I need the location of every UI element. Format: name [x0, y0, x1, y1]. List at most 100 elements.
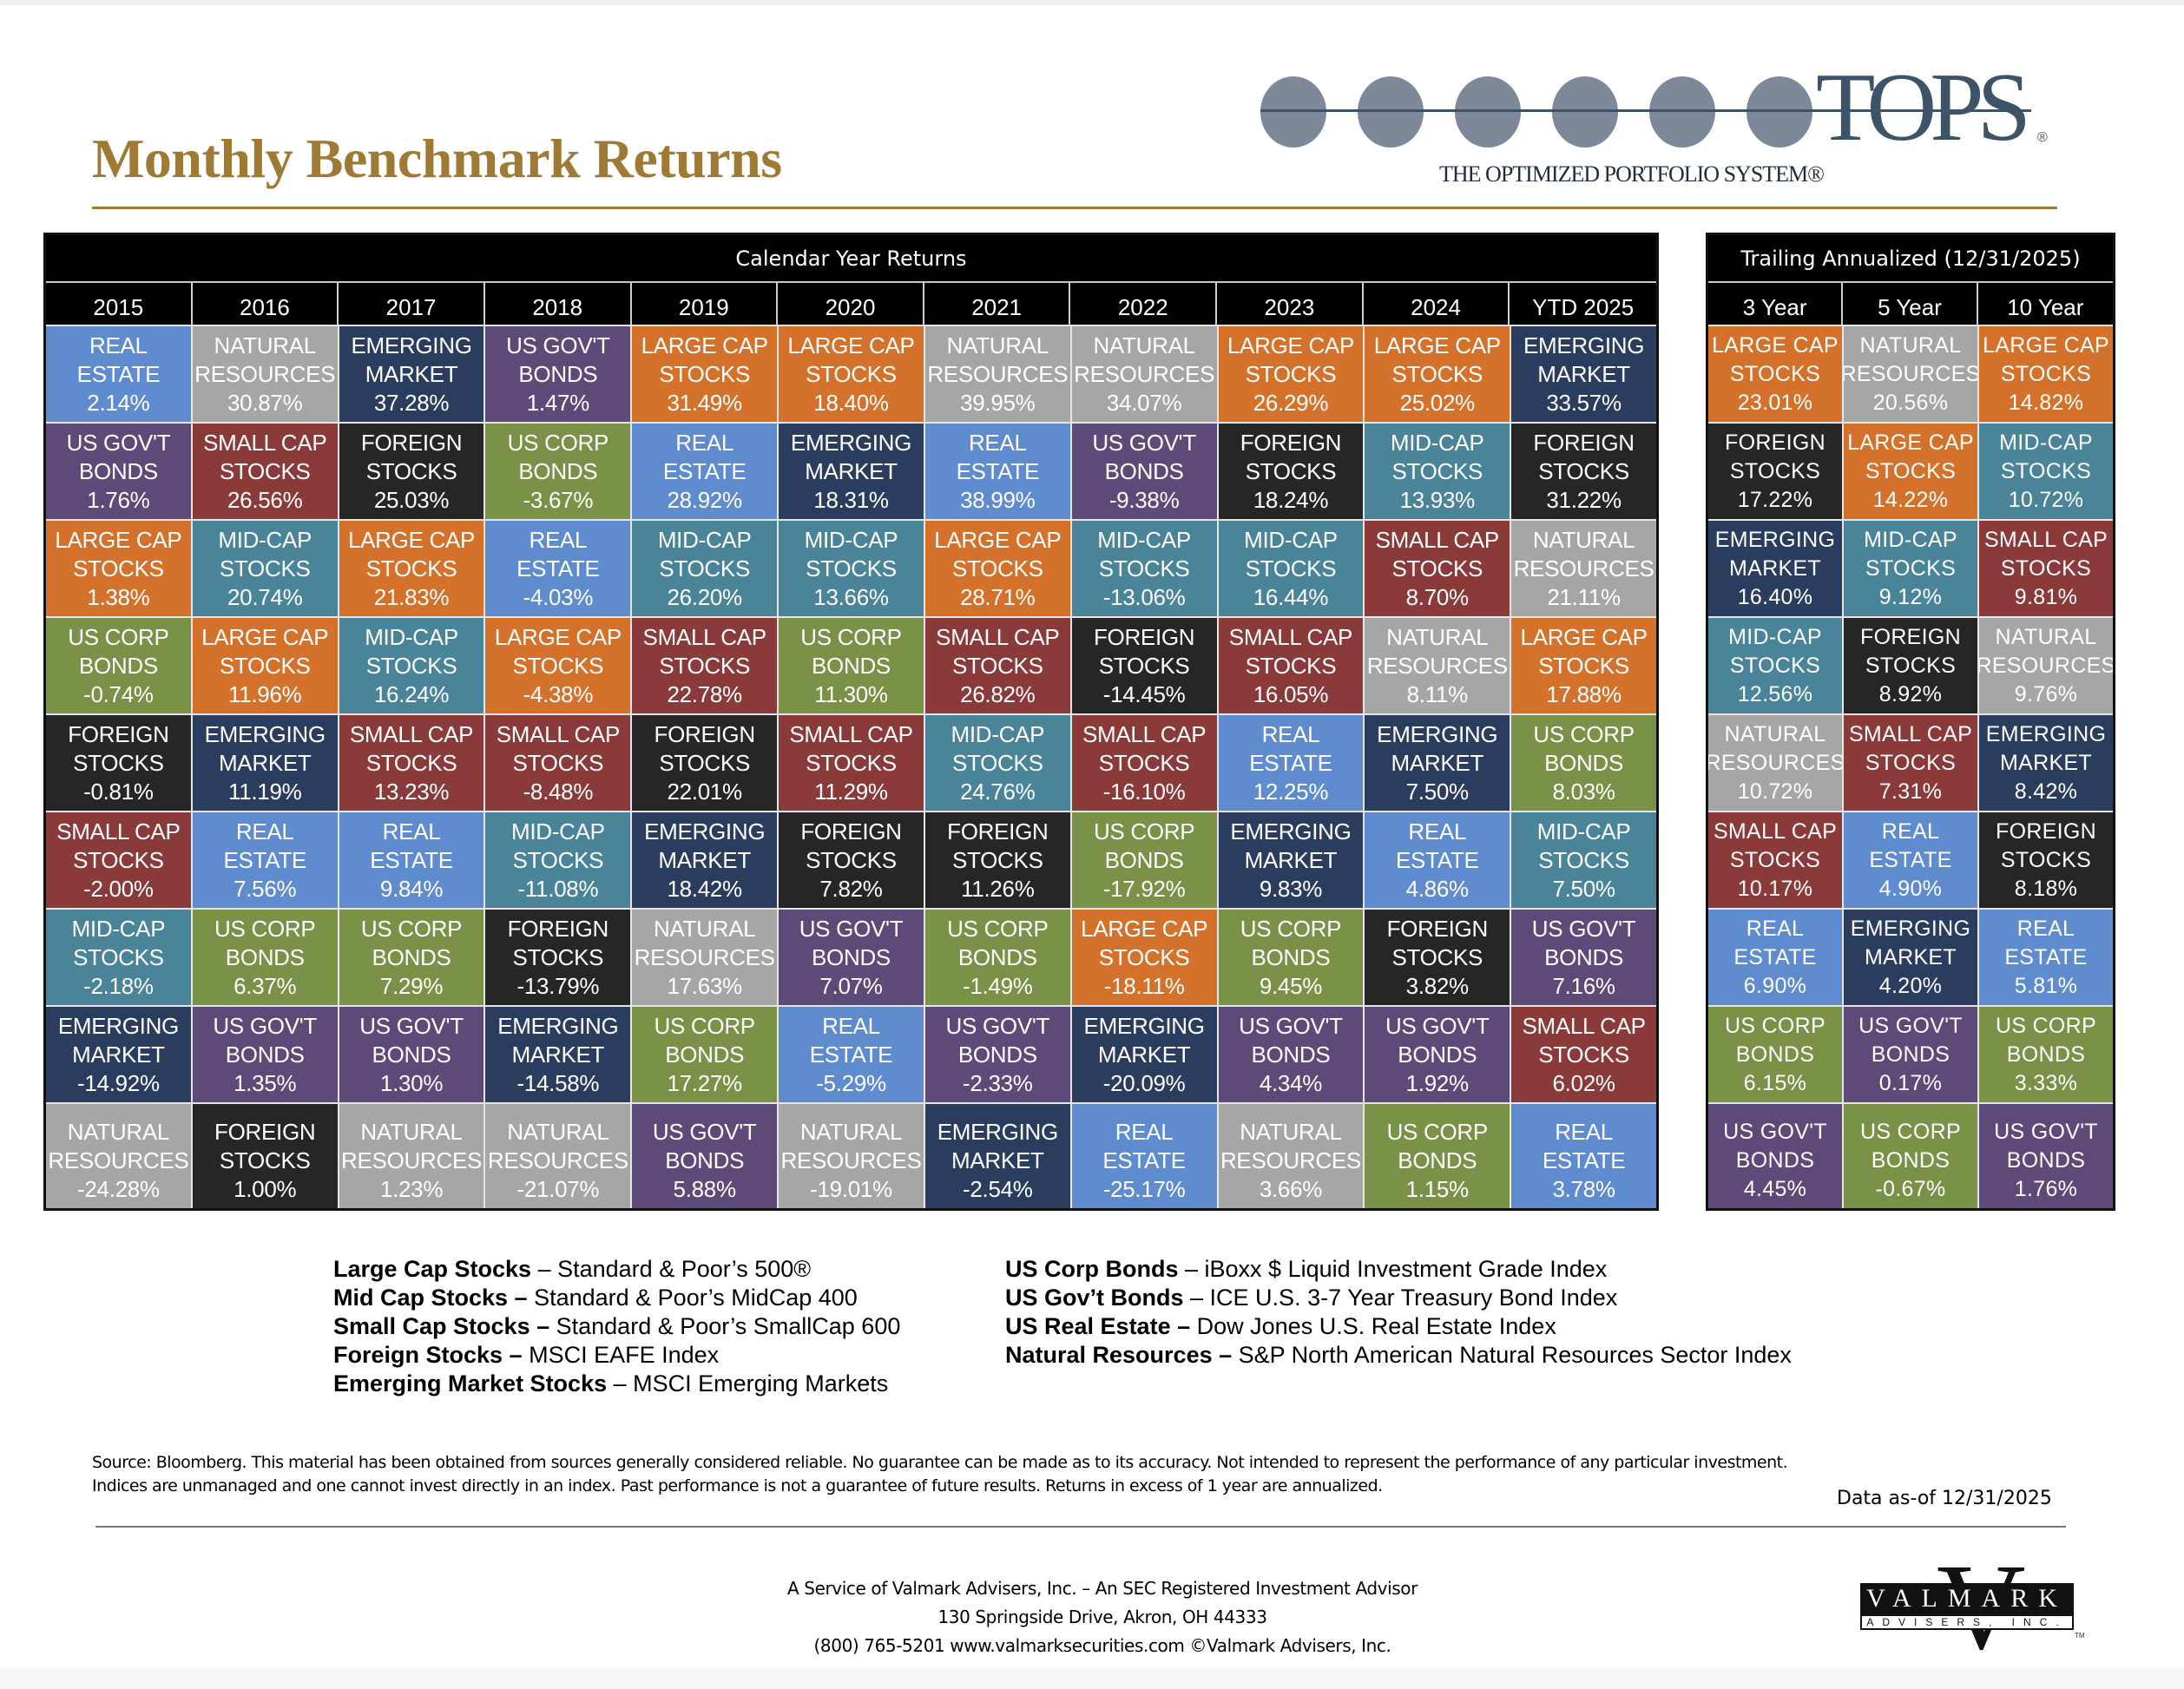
asset-label: REAL [1746, 916, 1805, 941]
return-value: 39.95% [960, 389, 1036, 416]
asset-label: US CORP [800, 623, 902, 650]
asset-label: FOREIGN [507, 915, 609, 942]
asset-label: REAL [1881, 818, 1940, 844]
column-header: YTD 2025 [1532, 294, 1635, 320]
return-value: -2.54% [963, 1175, 1033, 1202]
asset-label: REAL [1115, 1118, 1174, 1145]
asset-class-cell: EMERGING MARKET -20.09% [1071, 1007, 1217, 1102]
return-value: -4.03% [523, 583, 594, 610]
asset-label: STOCKS [1538, 457, 1629, 484]
column-header: 2020 [778, 283, 924, 325]
legend-separator: – [1178, 1256, 1205, 1282]
asset-class-cell: LARGE CAP STOCKS 1.38% [46, 521, 191, 616]
asset-class-cell: US CORP BONDS 17.27% [632, 1007, 778, 1102]
asset-label: STOCKS [951, 652, 1043, 679]
asset-label: MARKET [2000, 750, 2092, 775]
asset-class-cell: LARGE CAP STOCKS 11.96% [192, 618, 338, 713]
asset-label: REAL [529, 526, 588, 553]
asset-class-cell: REAL ESTATE 7.56% [192, 812, 338, 908]
asset-class-cell: US GOV'T BONDS 1.76% [46, 424, 191, 519]
asset-class-cell: EMERGING MARKET 37.28% [339, 326, 484, 422]
asset-label: STOCKS [1098, 555, 1190, 582]
asset-label: BONDS [1104, 457, 1184, 484]
return-value: 7.56% [234, 875, 297, 902]
asset-label: EMERGING [1083, 1012, 1205, 1039]
return-value: 22.01% [667, 778, 742, 805]
asset-class-cell: REAL ESTATE 5.81% [1979, 910, 2113, 1005]
asset-class-cell: US CORP BONDS -0.67% [1844, 1104, 1977, 1208]
asset-label: RESOURCES [927, 360, 1069, 387]
asset-label: BONDS [2006, 1147, 2086, 1173]
column-header: 2019 [632, 283, 779, 325]
return-value: 6.90% [1743, 973, 1807, 998]
asset-label: REAL [235, 818, 294, 844]
return-value: 16.24% [373, 680, 450, 707]
return-value: -20.09% [1102, 1069, 1186, 1096]
asset-class-cell: REAL ESTATE -4.03% [485, 521, 631, 616]
asset-label: NATURAL [67, 1118, 170, 1145]
asset-label: US CORP [947, 915, 1049, 942]
logo-dot-icon [1649, 76, 1715, 148]
asset-label: STOCKS [1729, 361, 1821, 386]
legend-separator [1190, 1313, 1197, 1339]
return-value: 2.14% [87, 389, 150, 416]
asset-label: MID-CAP [804, 526, 898, 553]
return-value: 16.05% [1253, 680, 1329, 707]
return-value: 21.11% [1547, 583, 1621, 610]
asset-class-cell: EMERGING MARKET 4.20% [1844, 910, 1977, 1005]
asset-label: US CORP [360, 915, 463, 942]
asset-label: NATURAL [214, 332, 317, 358]
return-value: -2.18% [83, 972, 154, 999]
page-title: Monthly Benchmark Returns [92, 128, 782, 189]
return-value: 8.11% [1406, 680, 1469, 707]
return-value: 9.84% [379, 875, 444, 902]
asset-label: NATURAL [1859, 332, 1962, 358]
disclaimer: Source: Bloomberg. This material has bee… [92, 1451, 1788, 1498]
return-value: -19.01% [810, 1175, 892, 1202]
asset-label: BONDS [665, 1041, 745, 1068]
asset-label: STOCKS [1865, 555, 1957, 581]
asset-label: STOCKS [1729, 458, 1821, 483]
asset-label: BONDS [812, 943, 891, 970]
return-value: -14.92% [77, 1069, 160, 1096]
footer-contact: (800) 765-5201 www.valmarksecurities.com… [813, 1635, 1391, 1656]
return-value: -1.49% [963, 972, 1033, 999]
logo-tagline: THE OPTIMIZED PORTFOLIO SYSTEM® [1439, 161, 1825, 187]
asset-class-cell: LARGE CAP STOCKS -4.38% [485, 618, 631, 713]
asset-label: US GOV'T [1723, 1119, 1827, 1144]
asset-label: FOREIGN [68, 720, 169, 747]
asset-class-cell: FOREIGN STOCKS -0.81% [46, 715, 191, 811]
asset-label: US CORP [1995, 1013, 2096, 1038]
return-value: 1.76% [2014, 1176, 2078, 1201]
asset-label: STOCKS [1245, 555, 1337, 582]
asset-label: US CORP [1240, 915, 1342, 942]
asset-label: BONDS [1104, 846, 1184, 873]
legend-separator [523, 1342, 530, 1368]
logo-dot-icon [1552, 76, 1618, 148]
column-header: 5 Year [1843, 283, 1978, 325]
asset-label: US GOV'T [1239, 1012, 1343, 1039]
asset-class-cell: US GOV'T BONDS 1.76% [1979, 1104, 2113, 1208]
asset-class-cell: SMALL CAP STOCKS 7.31% [1844, 715, 1977, 811]
asset-label: MID-CAP [365, 623, 458, 650]
asset-label: SMALL CAP [789, 720, 913, 747]
asset-label: STOCKS [219, 555, 311, 582]
return-value: 25.03% [373, 486, 450, 513]
legend-term: Large Cap Stocks [333, 1256, 532, 1282]
asset-label: ESTATE [1102, 1147, 1186, 1173]
asset-class-cell: US CORP BONDS 6.37% [192, 910, 338, 1005]
asset-label: FOREIGN [1860, 624, 1961, 649]
asset-label: REAL [1408, 818, 1467, 844]
return-value: 7.50% [1405, 778, 1470, 805]
asset-label: MARKET [658, 846, 751, 873]
asset-label: ESTATE [956, 457, 1040, 484]
asset-label: SMALL CAP [642, 623, 767, 650]
asset-label: US GOV'T [652, 1118, 757, 1145]
asset-class-cell: NATURAL RESOURCES 1.23% [339, 1104, 484, 1208]
return-value: 3.82% [1405, 972, 1470, 999]
asset-class-cell: SMALL CAP STOCKS 10.17% [1708, 812, 1842, 908]
asset-label: US GOV'T [359, 1012, 464, 1039]
asset-class-cell: SMALL CAP STOCKS 6.02% [1511, 1007, 1656, 1102]
legend-left: Large Cap Stocks – Standard & Poor’s 500… [333, 1255, 900, 1398]
return-value: -2.33% [963, 1069, 1033, 1096]
